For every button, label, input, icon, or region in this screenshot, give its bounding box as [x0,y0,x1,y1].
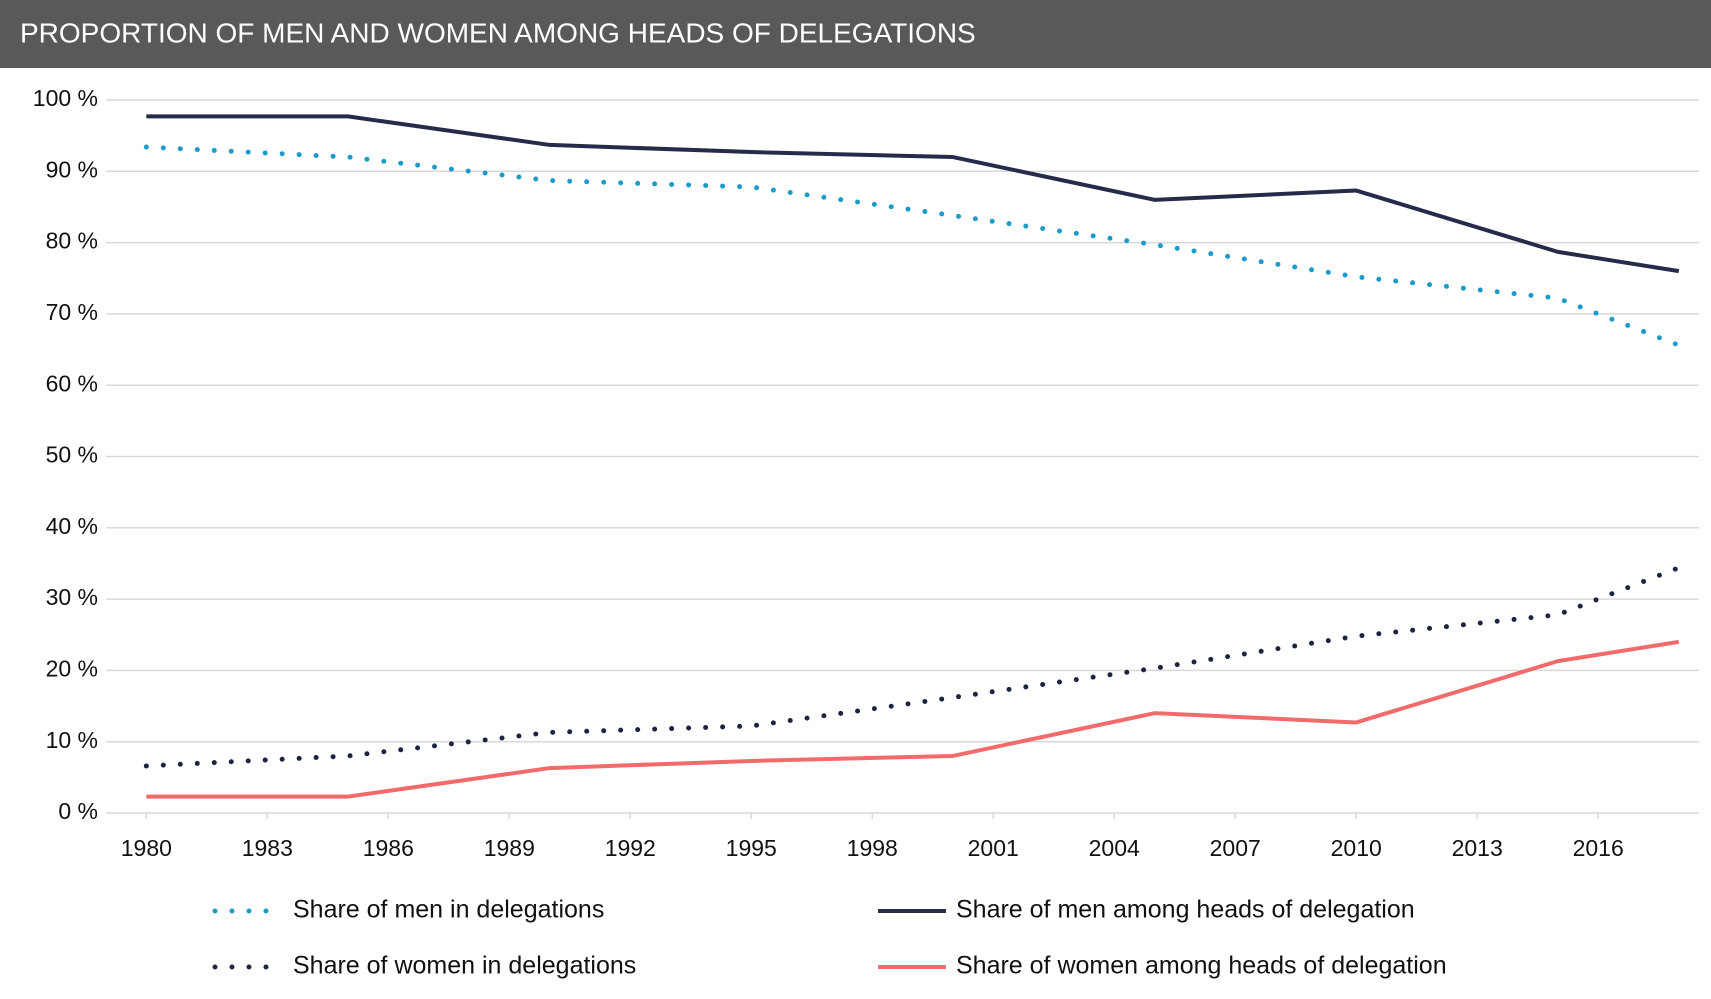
x-tick-label: 1983 [242,835,293,861]
y-tick-label: 20 % [46,655,98,681]
x-tick-label: 1980 [121,835,172,861]
x-tick-label: 1992 [605,835,656,861]
y-tick-label: 100 % [33,85,98,111]
x-tick-label: 1989 [484,835,535,861]
x-tick-label: 2016 [1573,835,1624,861]
y-tick-label: 30 % [46,584,98,610]
x-tick-label: 2001 [968,835,1019,861]
y-tick-label: 40 % [46,513,98,539]
y-tick-label: 60 % [46,370,98,396]
x-tick-label: 1986 [363,835,414,861]
title-bar [0,0,1711,68]
x-tick-label: 1998 [847,835,898,861]
x-tick-label: 2007 [1210,835,1261,861]
x-tick-label: 2004 [1089,835,1140,861]
series-line [146,114,1680,274]
series-line [143,144,1682,348]
y-tick-label: 50 % [46,442,98,468]
x-tick-label: 2010 [1331,835,1382,861]
legend-label: Share of men in delegations [293,896,604,924]
chart-title: PROPORTION OF MEN AND WOMEN AMONG HEADS … [20,17,976,48]
legend-label: Share of women among heads of delegation [956,952,1447,980]
y-tick-label: 10 % [46,727,98,753]
y-tick-label: 0 % [58,798,98,824]
series-line [146,639,1680,799]
y-tick-label: 70 % [46,299,98,325]
series-line [143,565,1682,769]
legend-label: Share of women in delegations [293,952,636,980]
x-tick-label: 1995 [726,835,777,861]
y-tick-label: 90 % [46,156,98,182]
x-tick-label: 2013 [1452,835,1503,861]
y-tick-label: 80 % [46,228,98,254]
legend-label: Share of men among heads of delegation [956,896,1415,924]
